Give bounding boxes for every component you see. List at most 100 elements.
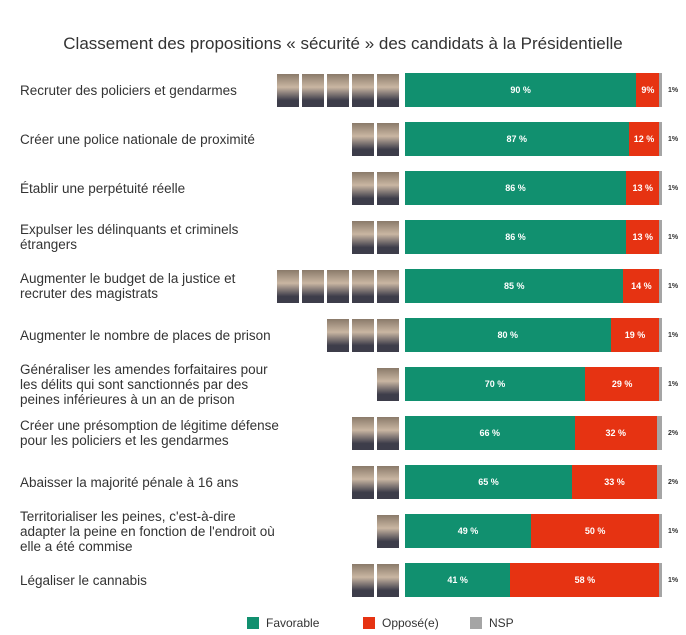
value-label: 86 % [505, 232, 526, 242]
value-label: 1% [668, 331, 679, 339]
portrait [376, 171, 400, 206]
legend-item: Opposé(e) [363, 615, 439, 631]
bar-segment [659, 563, 662, 597]
value-label: 1% [668, 184, 679, 192]
value-label: 90 % [510, 85, 531, 95]
value-label: 9% [641, 85, 655, 95]
portrait [351, 220, 375, 255]
bar-segment [405, 563, 511, 597]
value-label: 13 % [632, 232, 653, 242]
value-label: 70 % [484, 379, 506, 389]
legend-label: Favorable [266, 616, 320, 630]
portrait [376, 465, 400, 500]
portrait [376, 563, 400, 598]
legend-item: Favorable [247, 615, 319, 631]
portrait [326, 318, 350, 353]
legend-swatch [247, 617, 259, 629]
portrait [351, 73, 375, 108]
value-label: 1% [668, 380, 679, 388]
value-label: 29 % [611, 379, 633, 389]
bar-segment [659, 318, 662, 352]
value-label: 33 % [604, 477, 625, 487]
portrait [351, 465, 375, 500]
bar-segment [510, 563, 660, 597]
portrait [376, 220, 400, 255]
portrait [376, 73, 400, 108]
bar-segment [405, 122, 629, 156]
category-label: Établir une perpétuité réelle [20, 180, 186, 196]
legend-label: Opposé(e) [382, 616, 439, 630]
portrait [376, 318, 400, 353]
bar-segment [659, 122, 662, 156]
value-label: 80 % [497, 330, 519, 340]
bar-segment [623, 269, 660, 303]
value-label: 12 % [633, 134, 655, 144]
value-label: 1% [668, 282, 679, 290]
bar-segment [628, 122, 660, 156]
category-label: Abaisser la majorité pénale à 16 ans [20, 474, 239, 490]
value-label: 86 % [505, 183, 526, 193]
legend-swatch [363, 617, 375, 629]
bar-segment [636, 73, 660, 107]
portrait [276, 269, 300, 304]
bar-segment [405, 416, 575, 450]
category-label: Expulser les délinquants et criminels ét… [20, 222, 239, 252]
value-label: 13 % [632, 183, 653, 193]
bar-segment [405, 220, 627, 254]
bar-segment [405, 318, 611, 352]
portrait [351, 318, 375, 353]
value-label: 2% [668, 478, 679, 486]
portrait [376, 416, 400, 451]
portrait [351, 171, 375, 206]
bar-segment [659, 73, 662, 107]
bar-segment [405, 367, 585, 401]
bar-segment [405, 171, 627, 205]
bar-segment [656, 465, 662, 499]
value-label: 85 % [503, 281, 525, 291]
chart-title: Classement des propositions « sécurité »… [63, 34, 623, 53]
category-label: Augmenter le budget de la justice et rec… [20, 271, 236, 301]
value-label: 41 % [447, 575, 468, 585]
bar-segment [584, 367, 660, 401]
bar-segment [610, 318, 660, 352]
category-label: Recruter des policiers et gendarmes [20, 82, 237, 98]
bar-segment [659, 367, 662, 401]
value-label: 65 % [478, 477, 499, 487]
bar-segment [659, 514, 662, 548]
portrait [351, 269, 375, 304]
bar-segment [626, 171, 660, 205]
portrait [351, 122, 375, 157]
bar-segment [659, 269, 662, 303]
bar-segment [626, 220, 660, 254]
value-label: 66 % [479, 428, 501, 438]
value-label: 1% [668, 135, 679, 143]
category-label: Créer une présomption de légitime défens… [20, 418, 279, 448]
value-label: 49 % [457, 526, 479, 536]
category-label: Généraliser les amendes forfaitaires pou… [20, 361, 268, 407]
value-label: 19 % [624, 330, 646, 340]
category-label: Augmenter le nombre de places de prison [20, 327, 271, 343]
bar-segment [659, 220, 662, 254]
bar-segment [656, 416, 662, 450]
portrait [376, 269, 400, 304]
value-label: 14 % [631, 281, 652, 291]
legend-item: NSP [470, 615, 514, 631]
bar-segment [405, 269, 624, 303]
portrait [376, 514, 400, 549]
value-label: 2% [668, 429, 679, 437]
portrait [351, 563, 375, 598]
portrait [376, 367, 400, 402]
value-label: 87 % [506, 134, 528, 144]
category-label: Légaliser le cannabis [20, 572, 147, 588]
value-label: 1% [668, 233, 679, 241]
value-label: 50 % [584, 526, 606, 536]
category-label: Créer une police nationale de proximité [20, 131, 255, 147]
portrait [276, 73, 300, 108]
portrait [326, 73, 350, 108]
portrait [301, 73, 325, 108]
value-label: 32 % [605, 428, 626, 438]
bar-segment [572, 465, 657, 499]
value-label: 1% [668, 527, 679, 535]
category-label: Territorialiser les peines, c'est-à-dire… [20, 508, 275, 554]
